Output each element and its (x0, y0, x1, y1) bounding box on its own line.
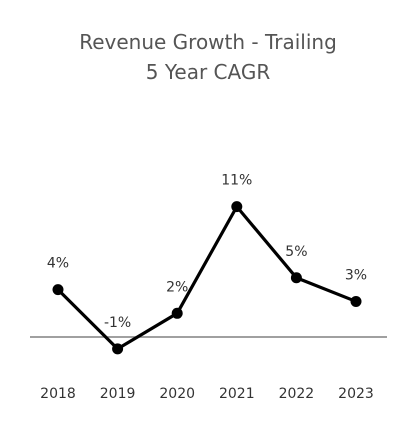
plot-area: 4% 2018 -1% 2019 2% 2020 11% 2021 5% 2022 3% 2023 (30, 173, 387, 402)
data-point (171, 307, 183, 319)
x-tick-label: 2022 (279, 386, 315, 402)
chart-title-line-2: 5 Year CAGR (146, 60, 271, 84)
data-point (231, 201, 243, 213)
data-point (52, 284, 64, 296)
data-label: 4% (47, 256, 69, 272)
series-line (56, 203, 357, 351)
x-tick-label: 2020 (159, 386, 195, 402)
data-label: 11% (221, 173, 252, 189)
data-point (290, 272, 302, 284)
data-label: 3% (345, 267, 367, 283)
x-tick-label: 2018 (40, 386, 76, 402)
data-label: 2% (166, 279, 188, 295)
data-label: -1% (104, 315, 131, 331)
chart-title-line-1: Revenue Growth - Trailing (79, 30, 337, 54)
x-tick-label: 2019 (100, 386, 136, 402)
data-point (112, 343, 124, 355)
x-tick-label: 2023 (338, 386, 374, 402)
data-label: 5% (285, 244, 307, 260)
x-tick-label: 2021 (219, 386, 255, 402)
data-point (350, 295, 362, 307)
